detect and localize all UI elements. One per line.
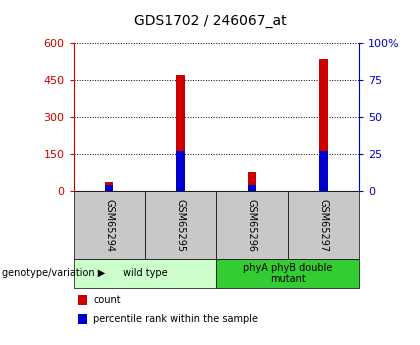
Text: GSM65297: GSM65297 — [318, 199, 328, 252]
Text: phyA phyB double
mutant: phyA phyB double mutant — [243, 263, 332, 284]
Text: genotype/variation ▶: genotype/variation ▶ — [2, 268, 105, 278]
Bar — [319, 59, 328, 191]
Text: GSM65296: GSM65296 — [247, 199, 257, 252]
Bar — [248, 185, 256, 191]
Text: GDS1702 / 246067_at: GDS1702 / 246067_at — [134, 14, 286, 28]
Bar — [319, 151, 328, 191]
Text: wild type: wild type — [123, 268, 167, 278]
Bar — [176, 75, 185, 191]
Bar — [248, 172, 256, 191]
Text: GSM65295: GSM65295 — [176, 199, 186, 252]
Text: percentile rank within the sample: percentile rank within the sample — [93, 314, 258, 324]
Bar — [105, 185, 113, 191]
Bar — [105, 181, 113, 191]
Text: GSM65294: GSM65294 — [104, 199, 114, 252]
Bar — [176, 151, 185, 191]
Text: count: count — [93, 295, 121, 305]
